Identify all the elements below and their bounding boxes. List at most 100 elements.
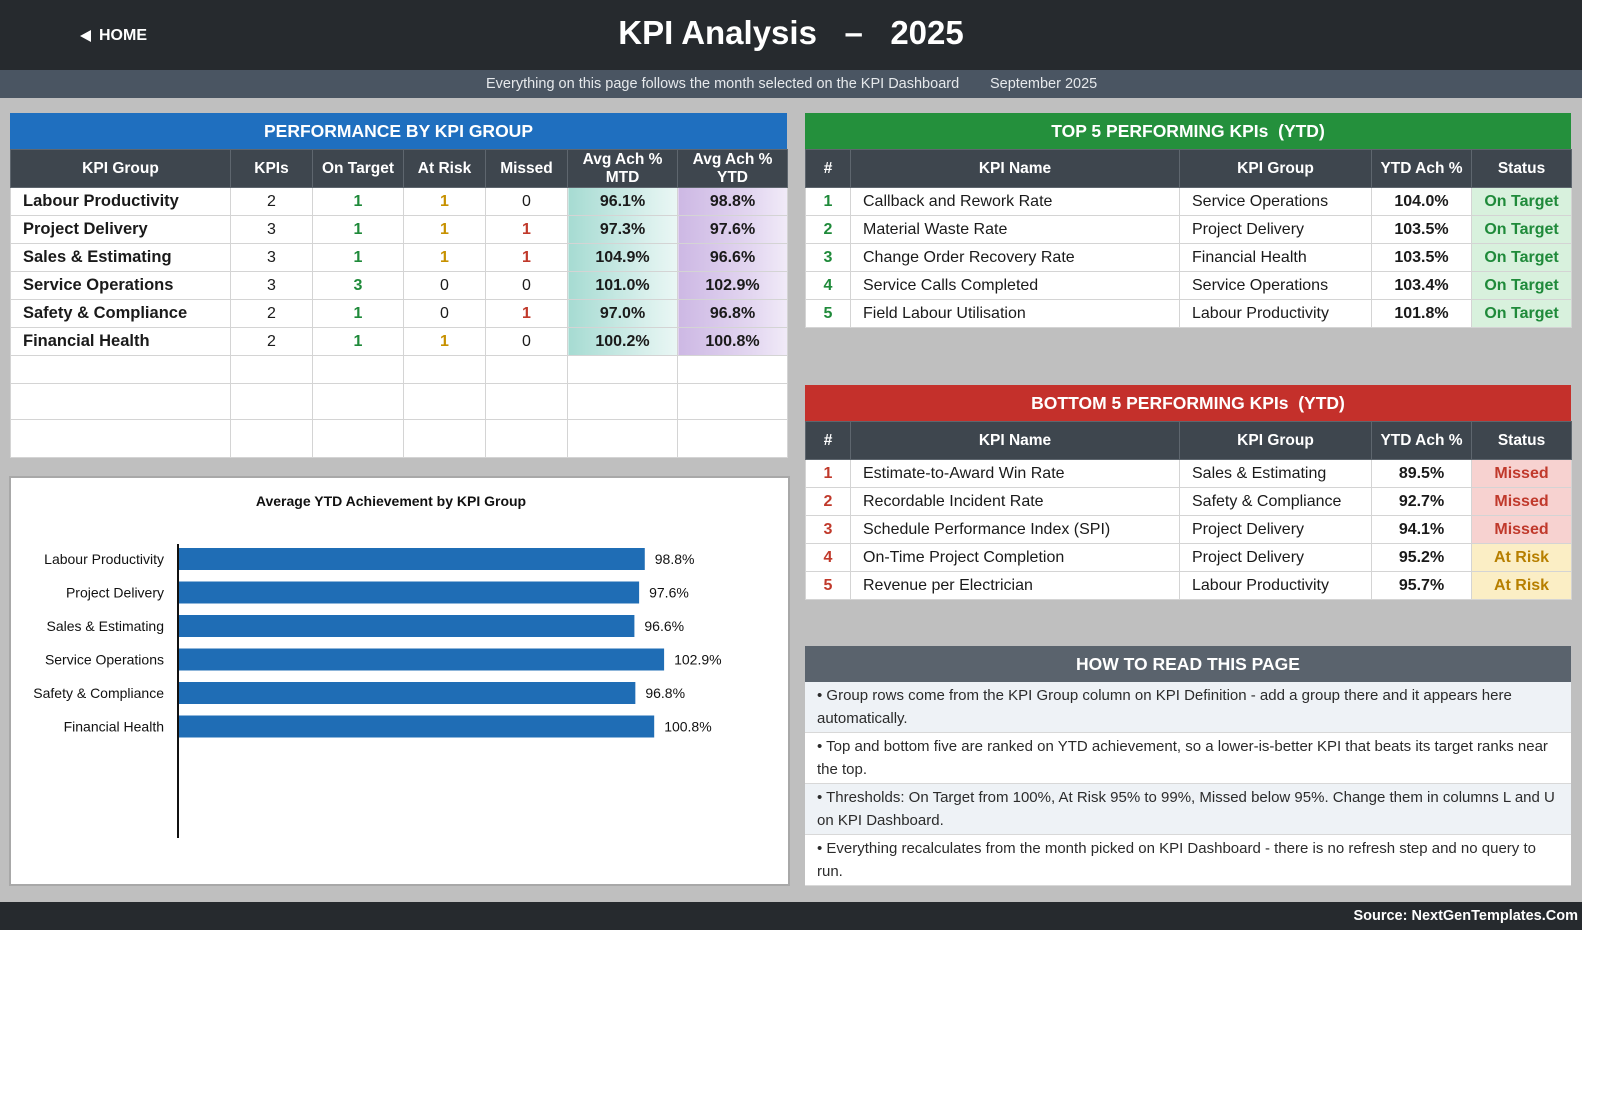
at-risk-count: 1 (403, 215, 486, 244)
bottom5-table-header: # KPI Name KPI Group YTD Ach % Status (805, 421, 1572, 460)
bottom5-panel-title-text: BOTTOM 5 PERFORMING KPIs (YTD) (1031, 392, 1345, 413)
empty-cell (567, 419, 678, 458)
kpi-group: Project Delivery (1179, 515, 1372, 544)
group-name: Sales & Estimating (10, 243, 231, 272)
kpi-row: 3 Change Order Recovery Rate Financial Hea… (805, 243, 1572, 272)
kpi-group: Financial Health (1179, 243, 1372, 272)
chart-data-label: 97.6% (649, 585, 689, 601)
howto-item: • Everything recalculates from the month… (805, 835, 1571, 886)
avg-ytd-value: 96.6% (677, 243, 788, 272)
empty-cell (312, 383, 404, 420)
col-rank: # (805, 149, 851, 188)
rank-number: 2 (805, 487, 851, 516)
chart-bar (179, 615, 635, 637)
kpi-group: Project Delivery (1179, 543, 1372, 572)
chart-bar (179, 581, 640, 604)
avg-ytd-value: 102.9% (677, 271, 788, 300)
kpi-row: 2 Recordable Incident Rate Safety & Compli… (805, 487, 1572, 516)
status-badge: At Risk (1471, 571, 1572, 600)
title-bar: HOME KPI Analysis – 2025 (0, 0, 1582, 70)
rank-number: 1 (805, 459, 851, 488)
kpi-name: Material Waste Rate (850, 215, 1180, 244)
chart-category-label: Project Delivery (66, 585, 164, 601)
on-target-count: 1 (312, 243, 404, 272)
status-badge: On Target (1471, 215, 1572, 244)
ytd-chart-panel: Average YTD Achievement by KPI Group Labo… (9, 476, 790, 886)
col-status: Status (1471, 149, 1572, 188)
missed-count: 1 (485, 215, 568, 244)
group-row: Labour Productivity 2 1 1 0 96.1% 98.8% (10, 187, 788, 216)
kpi-group: Sales & Estimating (1179, 459, 1372, 488)
col-avg-ytd: Avg Ach % YTD (677, 149, 788, 188)
empty-cell (567, 355, 678, 384)
chart-category-label: Safety & Compliance (33, 685, 164, 701)
page-title-year: 2025 (890, 14, 964, 51)
col-kpi-group: KPI Group (1179, 421, 1372, 460)
empty-cell (230, 355, 313, 384)
chart-bar (179, 548, 645, 570)
status-badge: On Target (1471, 243, 1572, 272)
kpi-count: 2 (230, 327, 313, 356)
kpi-group: Project Delivery (1179, 215, 1372, 244)
col-kpi-name: KPI Name (850, 149, 1180, 188)
rank-number: 5 (805, 571, 851, 600)
empty-row (10, 355, 788, 384)
group-row: Sales & Estimating 3 1 1 1 104.9% 96.6% (10, 243, 788, 272)
on-target-count: 1 (312, 327, 404, 356)
missed-count: 1 (485, 243, 568, 272)
missed-count: 0 (485, 327, 568, 356)
chart-category-label: Financial Health (64, 719, 164, 735)
group-row: Financial Health 2 1 1 0 100.2% 100.8% (10, 327, 788, 356)
howto-item: • Top and bottom five are ranked on YTD … (805, 733, 1571, 784)
back-arrow-icon (80, 30, 91, 42)
empty-cell (403, 419, 486, 458)
kpi-name: On-Time Project Completion (850, 543, 1180, 572)
source-credit: Source: NextGenTemplates.Com (1353, 908, 1578, 924)
empty-cell (403, 383, 486, 420)
rank-number: 4 (805, 543, 851, 572)
empty-cell (485, 355, 568, 384)
empty-cell (10, 419, 231, 458)
ytd-achievement: 103.5% (1371, 215, 1472, 244)
status-badge: Missed (1471, 459, 1572, 488)
empty-cell (677, 355, 788, 384)
empty-cell (677, 419, 788, 458)
subtitle-note: Everything on this page follows the mont… (486, 76, 960, 92)
rank-number: 3 (805, 515, 851, 544)
empty-cell (10, 355, 231, 384)
kpi-count: 2 (230, 299, 313, 328)
group-name: Labour Productivity (10, 187, 231, 216)
kpi-count: 3 (230, 215, 313, 244)
col-ytd-ach: YTD Ach % (1371, 421, 1472, 460)
home-button[interactable]: HOME (80, 24, 147, 48)
ytd-achievement: 94.1% (1371, 515, 1472, 544)
avg-mtd-value: 96.1% (567, 187, 678, 216)
ytd-achievement: 92.7% (1371, 487, 1472, 516)
col-avg-mtd: Avg Ach % MTD (567, 149, 678, 188)
kpi-group: Safety & Compliance (1179, 487, 1372, 516)
howto-panel-title: HOW TO READ THIS PAGE (805, 646, 1571, 682)
ytd-achievement: 95.7% (1371, 571, 1472, 600)
ytd-achievement: 89.5% (1371, 459, 1472, 488)
status-badge: On Target (1471, 187, 1572, 216)
avg-ytd-value: 96.8% (677, 299, 788, 328)
top5-table-header: # KPI Name KPI Group YTD Ach % Status (805, 149, 1572, 188)
empty-cell (485, 383, 568, 420)
col-kpis: KPIs (230, 149, 313, 188)
group-name: Safety & Compliance (10, 299, 231, 328)
kpi-group: Service Operations (1179, 187, 1372, 216)
at-risk-count: 0 (403, 271, 486, 300)
empty-cell (567, 383, 678, 420)
chart-bar (179, 682, 636, 704)
group-table-header: KPI Group KPIs On Target At Risk Missed … (10, 149, 788, 188)
kpi-row: 5 Revenue per Electrician Labour Productiv… (805, 571, 1572, 600)
kpi-row: 4 On-Time Project Completion Project Deliv… (805, 543, 1572, 572)
missed-count: 0 (485, 187, 568, 216)
rank-number: 3 (805, 243, 851, 272)
kpi-row: 5 Field Labour Utilisation Labour Producti… (805, 299, 1572, 328)
empty-cell (677, 383, 788, 420)
kpi-name: Recordable Incident Rate (850, 487, 1180, 516)
chart-bar (179, 648, 665, 671)
howto-list: • Group rows come from the KPI Group col… (805, 682, 1571, 886)
kpi-row: 1 Estimate-to-Award Win Rate Sales & Estim… (805, 459, 1572, 488)
